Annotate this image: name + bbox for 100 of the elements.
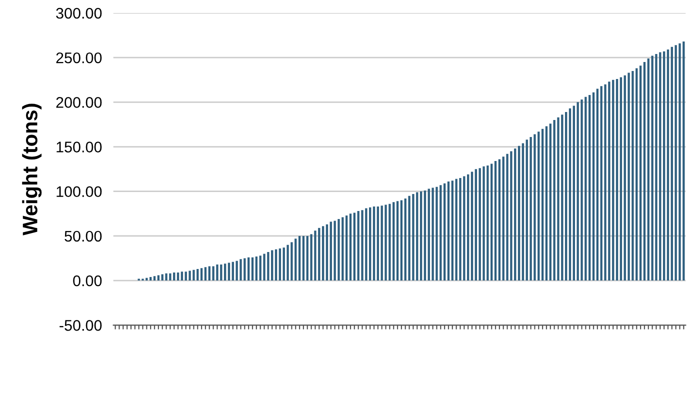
bar — [224, 264, 226, 281]
bar — [474, 169, 477, 281]
bar — [267, 252, 270, 281]
bar — [639, 66, 642, 281]
bar — [416, 192, 418, 281]
bar — [271, 250, 274, 281]
bar — [361, 210, 364, 281]
bar — [612, 80, 614, 281]
bar — [278, 248, 282, 281]
bar — [526, 140, 528, 281]
bar — [428, 188, 430, 281]
bar — [294, 238, 297, 281]
bar — [255, 256, 258, 281]
bar — [572, 106, 575, 281]
bar — [455, 178, 458, 281]
bar — [184, 272, 187, 281]
bar — [636, 68, 638, 281]
bar — [541, 128, 544, 281]
bar — [342, 217, 344, 281]
bar — [494, 161, 497, 281]
bar — [506, 154, 508, 281]
bar — [298, 236, 301, 281]
bar — [176, 272, 180, 281]
bar — [666, 50, 670, 281]
bar — [616, 78, 618, 281]
bar — [588, 95, 591, 281]
bar — [365, 208, 368, 281]
bar — [538, 132, 540, 281]
bar — [502, 156, 504, 281]
bar — [314, 230, 316, 281]
bar — [651, 56, 654, 281]
bar — [545, 126, 548, 281]
bar — [369, 207, 372, 281]
bar — [659, 52, 662, 281]
bar — [404, 198, 406, 281]
bar — [592, 92, 595, 281]
bar — [647, 58, 650, 281]
bar — [408, 196, 410, 281]
bar — [338, 219, 340, 281]
y-tick-label: 300.00 — [56, 8, 102, 19]
bar — [251, 257, 254, 281]
bar — [561, 114, 564, 281]
bar — [568, 108, 572, 281]
y-tick-label: 50.00 — [64, 230, 102, 242]
bar — [670, 46, 673, 281]
bar — [188, 270, 191, 281]
bar — [478, 168, 481, 281]
bar — [632, 70, 634, 281]
bar — [150, 276, 152, 281]
bar — [384, 204, 387, 281]
bar — [553, 120, 556, 281]
bar — [584, 96, 587, 281]
bar — [576, 102, 579, 281]
y-tick-label: 100.00 — [56, 186, 102, 198]
bar — [459, 178, 462, 281]
bar — [624, 75, 626, 281]
bar — [643, 62, 646, 281]
bar — [236, 260, 238, 281]
bar — [608, 82, 610, 281]
bar — [565, 112, 568, 281]
bar — [662, 51, 666, 281]
bar — [392, 202, 395, 281]
bar — [232, 262, 234, 281]
bar — [447, 182, 450, 281]
y-axis-title: Weight (tons) — [22, 104, 42, 236]
bar — [376, 206, 380, 281]
bar — [628, 72, 630, 281]
bar — [467, 174, 470, 281]
bar — [240, 259, 242, 281]
bar — [322, 226, 324, 281]
bar — [530, 136, 532, 281]
bar — [165, 273, 168, 281]
bar — [212, 266, 214, 281]
bar — [153, 276, 156, 281]
bar — [557, 117, 560, 281]
bar — [424, 190, 426, 281]
bar — [173, 272, 176, 281]
bar — [604, 84, 606, 281]
bar — [192, 270, 195, 281]
bar — [380, 206, 383, 281]
bar — [200, 268, 203, 281]
bar — [522, 143, 524, 281]
bar — [357, 210, 360, 281]
bar — [228, 262, 230, 281]
bar — [396, 201, 399, 281]
bar — [518, 146, 520, 281]
bar — [349, 214, 352, 281]
bar — [596, 88, 599, 281]
bar — [208, 266, 210, 281]
bar — [310, 234, 312, 281]
bar — [330, 222, 332, 281]
bar — [196, 268, 199, 281]
bar — [412, 194, 414, 281]
bar — [655, 54, 658, 281]
bar — [420, 191, 422, 281]
bar — [440, 185, 442, 281]
bar — [490, 164, 493, 281]
bar — [204, 267, 207, 281]
bar — [549, 124, 552, 281]
bar — [146, 278, 148, 281]
